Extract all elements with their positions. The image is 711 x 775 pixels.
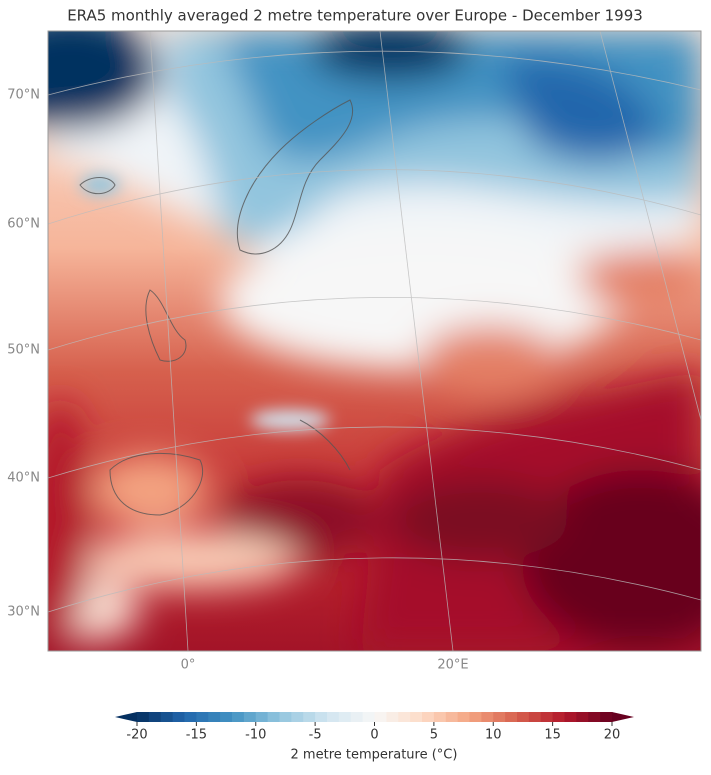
colorbar-cell bbox=[422, 712, 435, 722]
colorbar-cell bbox=[327, 712, 340, 722]
title: ERA5 monthly averaged 2 metre temperatur… bbox=[67, 7, 643, 25]
colorbar-cell bbox=[540, 712, 554, 722]
colorbar-tick-label: 10 bbox=[485, 728, 502, 743]
colorbar-tick-label: 5 bbox=[430, 728, 438, 743]
colorbar-cell bbox=[457, 712, 470, 722]
colorbar-cell bbox=[362, 712, 375, 722]
colorbar-cell bbox=[160, 712, 174, 722]
colorbar-cell bbox=[445, 712, 459, 722]
colorbar-cell bbox=[600, 712, 613, 722]
colorbar-tick-label: 15 bbox=[544, 728, 561, 743]
colorbar-tick-label: 20 bbox=[604, 728, 621, 743]
colorbar-cell bbox=[243, 712, 257, 722]
colorbar-cell bbox=[374, 712, 387, 722]
colorbar-cell bbox=[232, 712, 245, 722]
colorbar-cell bbox=[148, 712, 162, 722]
map bbox=[48, 31, 701, 651]
colorbar-cell bbox=[433, 712, 447, 722]
lat-label: 30°N bbox=[7, 605, 40, 620]
colorbar-cell bbox=[350, 712, 364, 722]
lat-label: 60°N bbox=[7, 217, 40, 232]
colorbar-cell bbox=[469, 712, 482, 722]
lon-label: 0° bbox=[181, 658, 196, 673]
colorbar-cell bbox=[315, 712, 328, 722]
colorbar-extend bbox=[612, 712, 634, 722]
colorbar-cell bbox=[291, 712, 304, 722]
lat-label: 50°N bbox=[7, 343, 40, 358]
colorbar-cell bbox=[184, 712, 197, 722]
colorbar-cell bbox=[255, 712, 269, 722]
colorbar-cell bbox=[481, 712, 494, 722]
colorbar-cell bbox=[552, 712, 565, 722]
colorbar-cell bbox=[196, 712, 209, 722]
colorbar-label: 2 metre temperature (°C) bbox=[291, 748, 458, 763]
colorbar-tick-label: -15 bbox=[186, 728, 207, 743]
colorbar-cell bbox=[410, 712, 423, 722]
colorbar-cell bbox=[267, 712, 280, 722]
colorbar-cell bbox=[172, 712, 185, 722]
colorbar-extend bbox=[115, 712, 137, 722]
colorbar-cell bbox=[588, 712, 601, 722]
colorbar-cell bbox=[517, 712, 530, 722]
colorbar-cell bbox=[528, 712, 542, 722]
colorbar-tick-label: -20 bbox=[126, 728, 147, 743]
colorbar-cell bbox=[303, 712, 316, 722]
colorbar-cell bbox=[220, 712, 233, 722]
lon-label: 20°E bbox=[437, 658, 468, 673]
map-frame bbox=[47, 30, 702, 652]
colorbar-cell bbox=[505, 712, 518, 722]
lat-label: 70°N bbox=[7, 88, 40, 103]
colorbar-cell bbox=[279, 712, 292, 722]
colorbar-cell bbox=[208, 712, 221, 722]
colorbar-cell bbox=[564, 712, 577, 722]
colorbar-cell bbox=[386, 712, 399, 722]
colorbar-tick-label: -5 bbox=[309, 728, 322, 743]
colorbar-tick-label: -10 bbox=[245, 728, 266, 743]
colorbar-cell bbox=[338, 712, 352, 722]
colorbar-tick-label: 0 bbox=[370, 728, 378, 743]
lat-label: 40°N bbox=[7, 471, 40, 486]
colorbar-cell bbox=[576, 712, 589, 722]
colorbar-cell bbox=[137, 712, 150, 722]
colorbar-cell bbox=[493, 712, 506, 722]
colorbar-cell bbox=[398, 712, 411, 722]
colorbar: -20 -15 -10 -5 0 5 10 15 20 bbox=[115, 712, 634, 743]
